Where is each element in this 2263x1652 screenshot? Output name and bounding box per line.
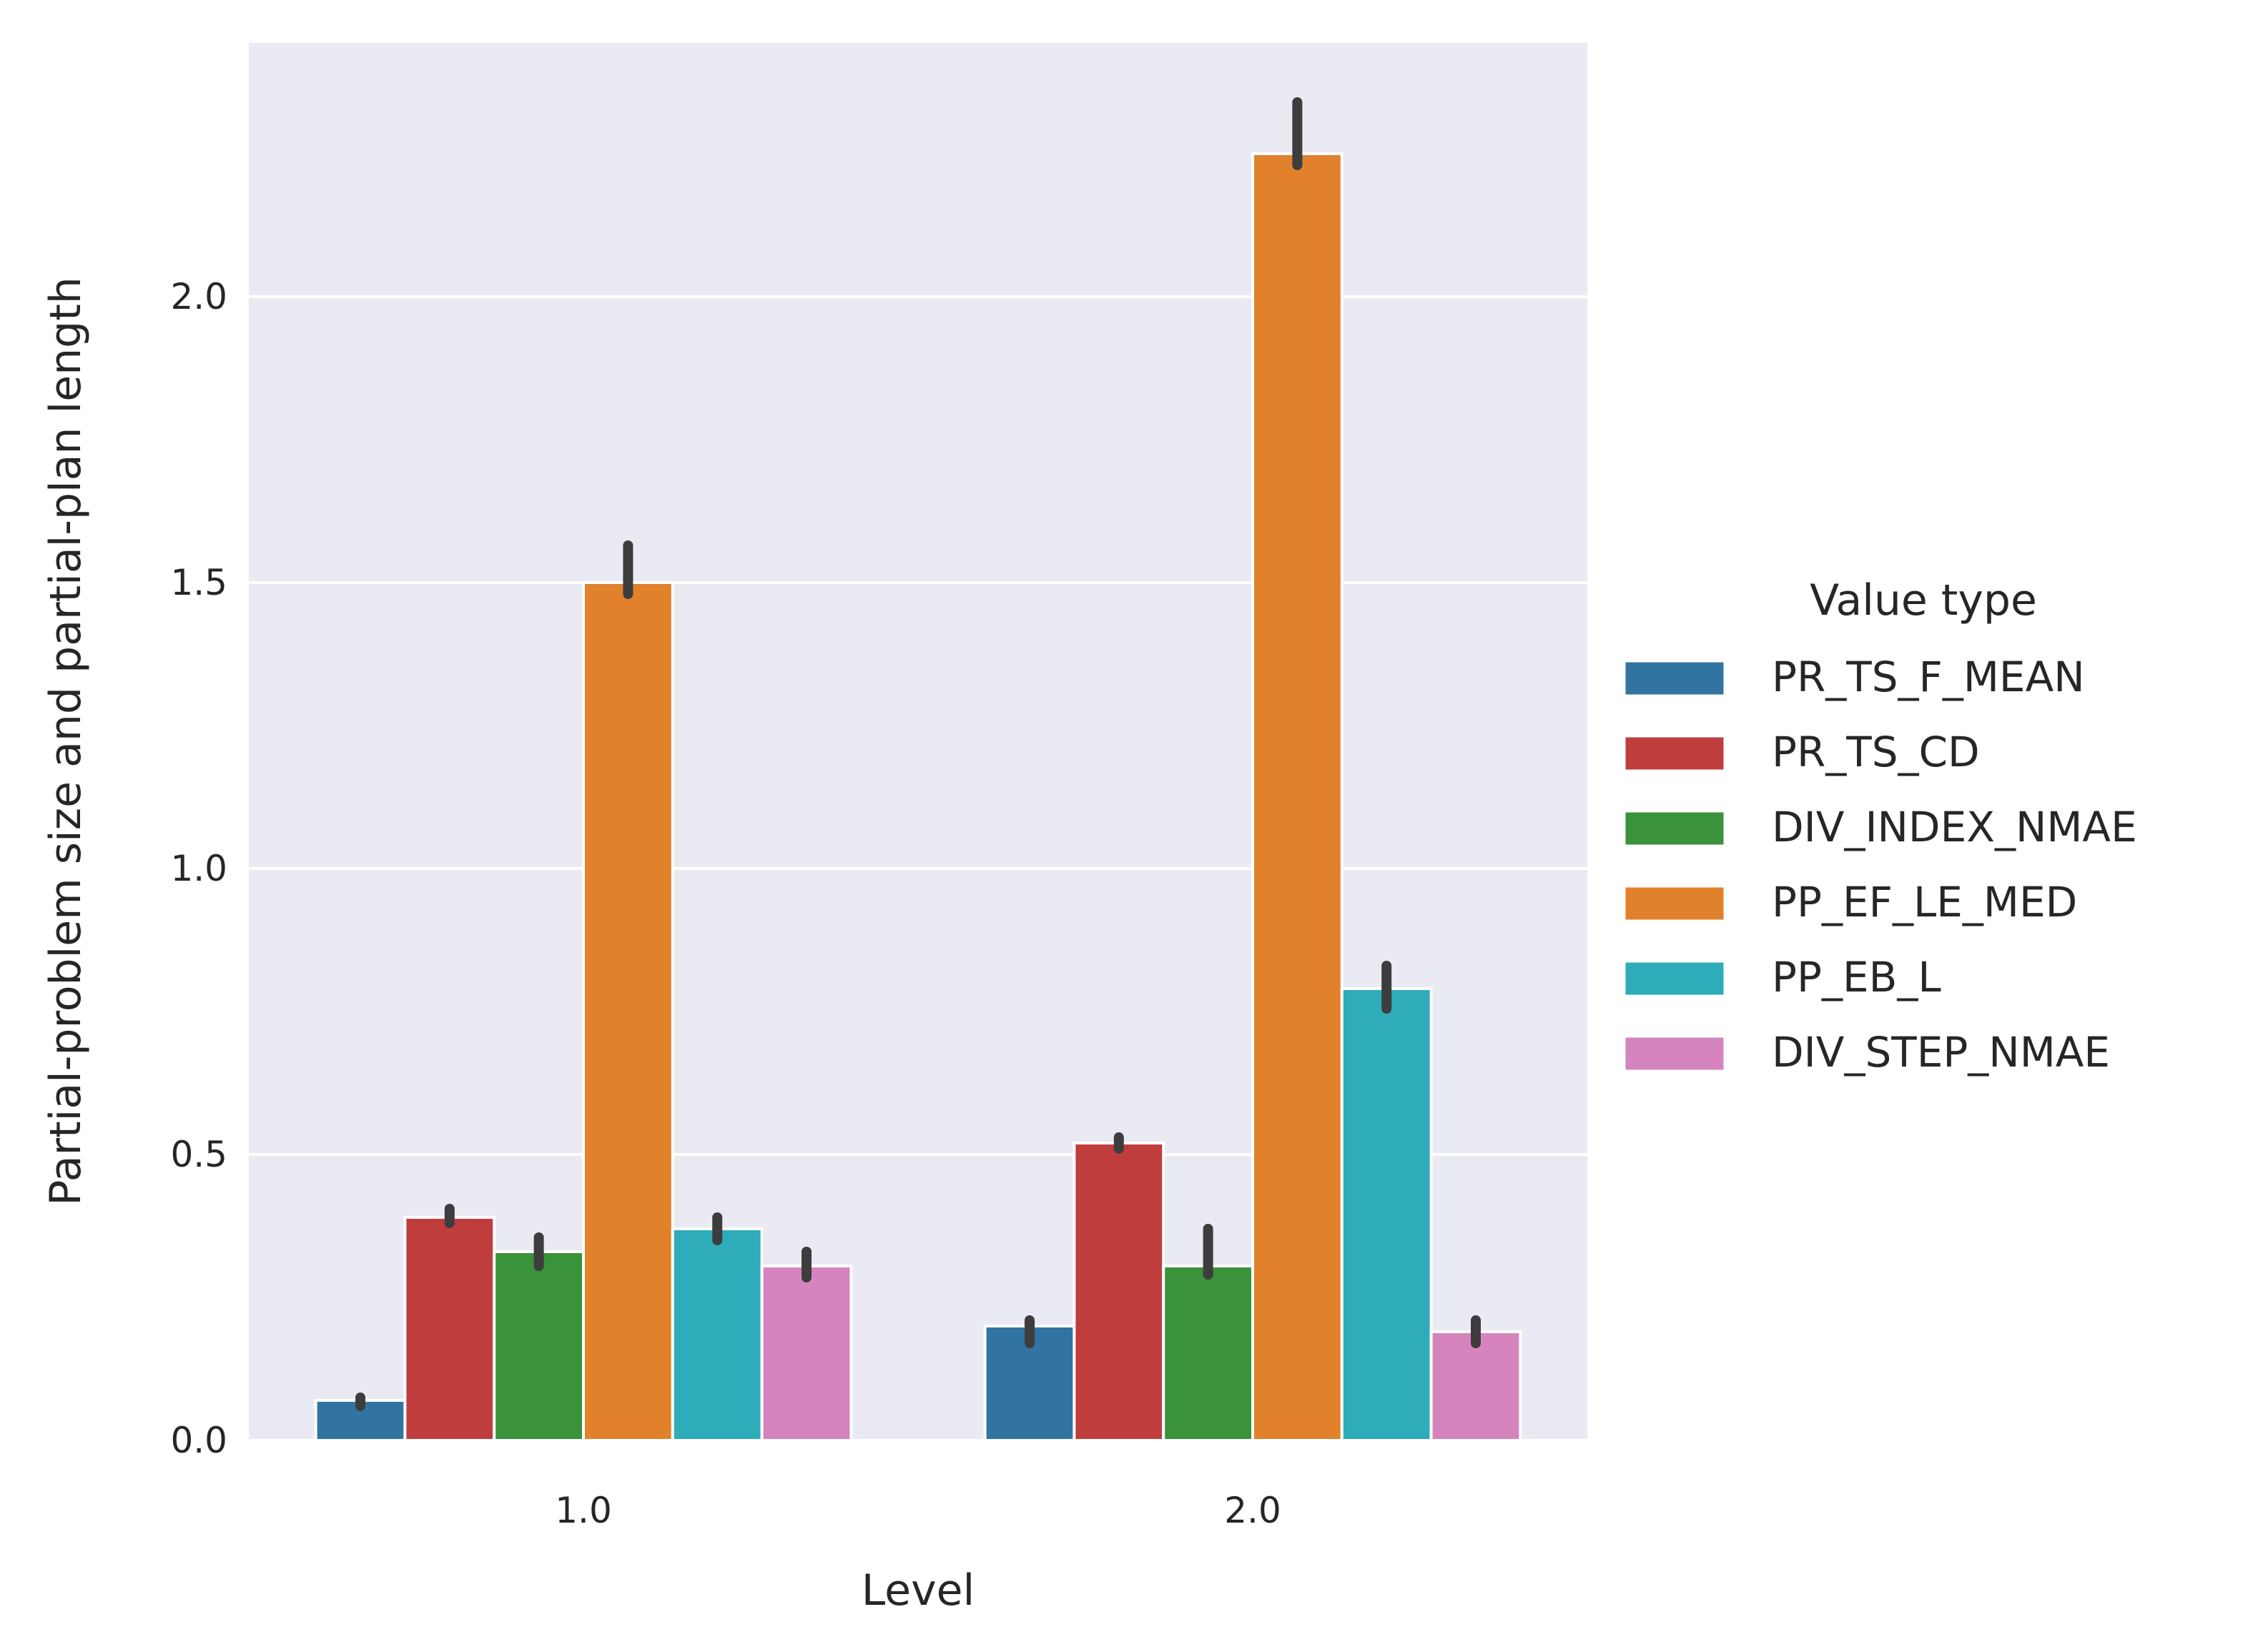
x-tick-labels: 1.0 2.0: [555, 1490, 1281, 1531]
bar-pp-eb-l-level-1.0: [671, 1227, 764, 1442]
legend-label: PR_TS_F_MEAN: [1772, 653, 2085, 701]
legend-swatch: [1623, 885, 1726, 922]
bar-pr-ts-cd-level-1.0: [403, 1216, 496, 1442]
y-tick-label: 2.0: [170, 276, 227, 317]
legend-label: PR_TS_CD: [1772, 728, 1980, 776]
bar-div-index-nmae-level-2.0: [1162, 1265, 1254, 1442]
legend-label: PP_EF_LE_MED: [1772, 878, 2077, 926]
y-tick-label: 0.5: [170, 1134, 227, 1175]
x-axis-label: Level: [862, 1566, 975, 1616]
y-tick-labels: 0.0 0.5 1.0 1.5 2.0: [170, 276, 227, 1461]
bar-div-index-nmae-level-1.0: [493, 1250, 586, 1442]
x-tick-label: 2.0: [1224, 1490, 1281, 1531]
legend-swatch: [1623, 810, 1726, 847]
legend-items: PR_TS_F_MEAN PR_TS_CD DIV_INDEX_NMAE PP_EF_…: [1623, 653, 2137, 1077]
legend-swatch: [1623, 960, 1726, 997]
legend-label: DIV_STEP_NMAE: [1772, 1028, 2110, 1077]
y-tick-label: 0.0: [170, 1420, 227, 1461]
bar-pp-ef-le-med-level-2.0: [1251, 152, 1343, 1442]
bar-pp-eb-l-level-2.0: [1340, 987, 1433, 1442]
bar-div-step-nmae-level-2.0: [1429, 1330, 1522, 1442]
bar-div-step-nmae-level-1.0: [760, 1265, 853, 1442]
bars-group: [314, 152, 1522, 1442]
legend-title: Value type: [1810, 575, 2037, 625]
legend: Value type PR_TS_F_MEAN PR_TS_CD DIV_INDEX…: [1623, 575, 2137, 1077]
bar-pp-ef-le-med-level-1.0: [582, 581, 674, 1442]
legend-swatch: [1623, 660, 1726, 697]
y-axis-label: Partial-problem size and partial-plan le…: [41, 277, 91, 1206]
y-tick-label: 1.5: [170, 562, 227, 603]
legend-label: DIV_INDEX_NMAE: [1772, 803, 2137, 851]
bar-pr-ts-cd-level-2.0: [1073, 1142, 1165, 1442]
y-tick-label: 1.0: [170, 848, 227, 889]
legend-label: PP_EB_L: [1772, 953, 1941, 1001]
x-tick-label: 1.0: [555, 1490, 612, 1531]
error-bars-group: [355, 97, 1481, 1411]
legend-swatch: [1623, 1035, 1726, 1072]
legend-swatch: [1623, 735, 1726, 772]
